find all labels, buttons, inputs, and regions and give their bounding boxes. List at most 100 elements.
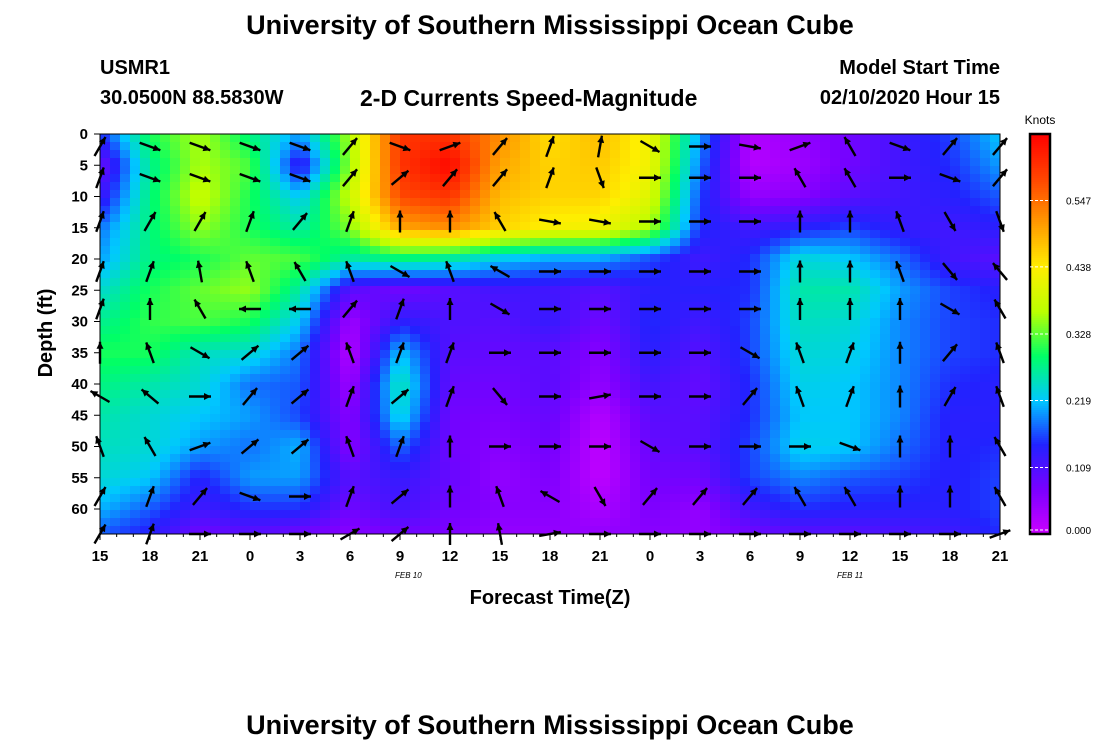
heatmap-cell	[840, 182, 851, 191]
heatmap-cell	[420, 446, 431, 455]
heatmap-cell	[360, 486, 371, 495]
heatmap-cell	[940, 254, 951, 263]
heatmap-cell	[590, 526, 601, 535]
heatmap-cell	[600, 246, 611, 255]
heatmap-cell	[570, 190, 581, 199]
heatmap-cell	[990, 134, 1001, 143]
heatmap-cell	[270, 270, 281, 279]
heatmap-cell	[610, 318, 621, 327]
heatmap-cell	[240, 270, 251, 279]
heatmap-cell	[480, 310, 491, 319]
heatmap-cell	[420, 398, 431, 407]
heatmap-cell	[170, 294, 181, 303]
heatmap-cell	[490, 150, 501, 159]
heatmap-cell	[520, 174, 531, 183]
heatmap-cell	[110, 150, 121, 159]
heatmap-cell	[150, 486, 161, 495]
heatmap-cell	[530, 494, 541, 503]
heatmap-cell	[540, 342, 551, 351]
heatmap-cell	[430, 134, 441, 143]
heatmap-cell	[560, 222, 571, 231]
heatmap-cell	[900, 278, 911, 287]
heatmap-cell	[790, 518, 801, 527]
heatmap-cell	[690, 310, 701, 319]
heatmap-cell	[490, 238, 501, 247]
heatmap-cell	[100, 310, 111, 319]
heatmap-cell	[270, 358, 281, 367]
heatmap-cell	[370, 430, 381, 439]
heatmap-cell	[310, 286, 321, 295]
heatmap-cell	[130, 486, 141, 495]
current-vector	[639, 305, 661, 313]
heatmap-cell	[310, 294, 321, 303]
heatmap-cell	[320, 294, 331, 303]
heatmap-cell	[540, 454, 551, 463]
heatmap-cell	[880, 206, 891, 215]
heatmap-cell	[710, 278, 721, 287]
heatmap-cell	[500, 438, 511, 447]
heatmap-cell	[540, 302, 551, 311]
heatmap-cell	[640, 326, 651, 335]
heatmap-cell	[980, 302, 991, 311]
heatmap-cell	[720, 318, 731, 327]
heatmap-cell	[660, 358, 671, 367]
heatmap-cell	[160, 270, 171, 279]
heatmap-cell	[730, 518, 741, 527]
heatmap-cell	[960, 486, 971, 495]
heatmap-cell	[220, 422, 231, 431]
heatmap-cell	[130, 358, 141, 367]
heatmap-cell	[790, 318, 801, 327]
heatmap-cell	[580, 310, 591, 319]
heatmap-cell	[570, 518, 581, 527]
heatmap-cell	[580, 262, 591, 271]
heatmap-cell	[770, 150, 781, 159]
heatmap-cell	[320, 414, 331, 423]
heatmap-cell	[140, 246, 151, 255]
heatmap-cell	[810, 262, 821, 271]
heatmap-cell	[900, 222, 911, 231]
heatmap-cell	[820, 150, 831, 159]
heatmap-cell	[390, 518, 401, 527]
heatmap-cell	[380, 478, 391, 487]
heatmap-cell	[170, 182, 181, 191]
heatmap-cell	[870, 326, 881, 335]
heatmap-cell	[260, 358, 271, 367]
heatmap-cell	[600, 486, 611, 495]
heatmap-cell	[390, 438, 401, 447]
heatmap-cell	[290, 406, 301, 415]
heatmap-cell	[160, 294, 171, 303]
heatmap-cell	[710, 246, 721, 255]
heatmap-cell	[220, 470, 231, 479]
heatmap-cell	[210, 406, 221, 415]
station-location: 30.0500N 88.5830W	[100, 87, 284, 109]
heatmap-cell	[290, 390, 301, 399]
heatmap-cell	[470, 486, 481, 495]
heatmap-cell	[870, 526, 881, 535]
heatmap-cell	[950, 398, 961, 407]
heatmap-cell	[650, 254, 661, 263]
heatmap-cell	[440, 398, 451, 407]
heatmap-cell	[260, 446, 271, 455]
heatmap-cell	[760, 454, 771, 463]
heatmap-cell	[920, 270, 931, 279]
heatmap-cell	[540, 222, 551, 231]
vector-head	[398, 298, 405, 307]
heatmap-cell	[800, 310, 811, 319]
heatmap-cell	[840, 142, 851, 151]
heatmap-cell	[190, 350, 201, 359]
heatmap-cell	[560, 262, 571, 271]
heatmap-cell	[900, 246, 911, 255]
heatmap-cell	[550, 278, 561, 287]
heatmap-cell	[180, 382, 191, 391]
heatmap-cell	[950, 446, 961, 455]
heatmap-cell	[190, 166, 201, 175]
heatmap-cell	[440, 302, 451, 311]
heatmap-cell	[380, 510, 391, 519]
heatmap-cell	[830, 486, 841, 495]
heatmap-cell	[750, 478, 761, 487]
heatmap-cell	[830, 230, 841, 239]
heatmap-cell	[520, 398, 531, 407]
heatmap-cell	[780, 278, 791, 287]
heatmap-cell	[530, 302, 541, 311]
heatmap-cell	[690, 294, 701, 303]
